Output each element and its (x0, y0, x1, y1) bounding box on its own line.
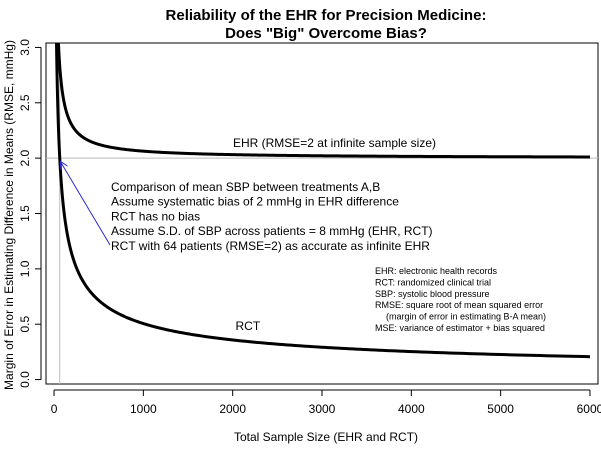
glossary-line: SBP: systolic blood pressure (375, 289, 490, 299)
x-axis: 0 1000 2000 3000 4000 5000 6000 (51, 389, 601, 416)
glossary-line: MSE: variance of estimator + bias square… (375, 323, 545, 333)
chart-title-line1: Reliability of the EHR for Precision Med… (166, 7, 487, 24)
x-tick-label: 3000 (309, 402, 336, 416)
series-line-rct (55, 43, 590, 359)
x-tick-label: 1000 (130, 402, 157, 416)
y-tick-label: 1.0 (18, 260, 32, 277)
x-axis-label: Total Sample Size (EHR and RCT) (234, 430, 418, 444)
y-tick-label: 0.5 (18, 316, 32, 333)
glossary-line: (margin of error in estimating B-A mean) (386, 312, 546, 322)
chart-title-line2: Does "Big" Overcome Bias? (225, 25, 427, 42)
y-tick-label: 2.5 (18, 94, 32, 111)
annotation-line: Assume S.D. of SBP across patients = 8 m… (111, 224, 433, 238)
annotation-line: RCT has no bias (111, 209, 200, 223)
series-label-ehr: EHR (RMSE=2 at infinite sample size) (233, 136, 436, 150)
y-axis-label: Margin of Error in Estimating Difference… (2, 40, 16, 390)
glossary-line: EHR: electronic health records (375, 266, 498, 276)
annotation-line: Comparison of mean SBP between treatment… (111, 180, 380, 194)
glossary-line: RCT: randomized clinical trial (375, 277, 491, 287)
y-tick-label: 2.0 (18, 149, 32, 166)
x-tick-label: 4000 (398, 402, 425, 416)
y-tick-label: 3.0 (18, 39, 32, 56)
annotation-arrow (61, 162, 111, 246)
y-tick-label: 0.0 (18, 371, 32, 388)
series-curves (55, 43, 590, 359)
x-tick-label: 0 (51, 402, 58, 416)
plot-frame (45, 42, 599, 385)
annotation-block: Comparison of mean SBP between treatment… (61, 162, 433, 253)
annotation-line: RCT with 64 patients (RMSE=2) as accurat… (111, 239, 430, 253)
x-tick-label: 6000 (577, 402, 601, 416)
glossary-line: RMSE: square root of mean squared error (375, 300, 543, 310)
series-line-ehr (56, 43, 590, 159)
annotation-line: Assume systematic bias of 2 mmHg in EHR … (111, 195, 399, 209)
series-label-rct: RCT (236, 319, 261, 333)
y-axis: 0.0 0.5 1.0 1.5 2.0 2.5 3.0 (18, 39, 42, 388)
y-tick-label: 1.5 (18, 205, 32, 222)
x-tick-label: 2000 (219, 402, 246, 416)
x-tick-label: 5000 (487, 402, 514, 416)
